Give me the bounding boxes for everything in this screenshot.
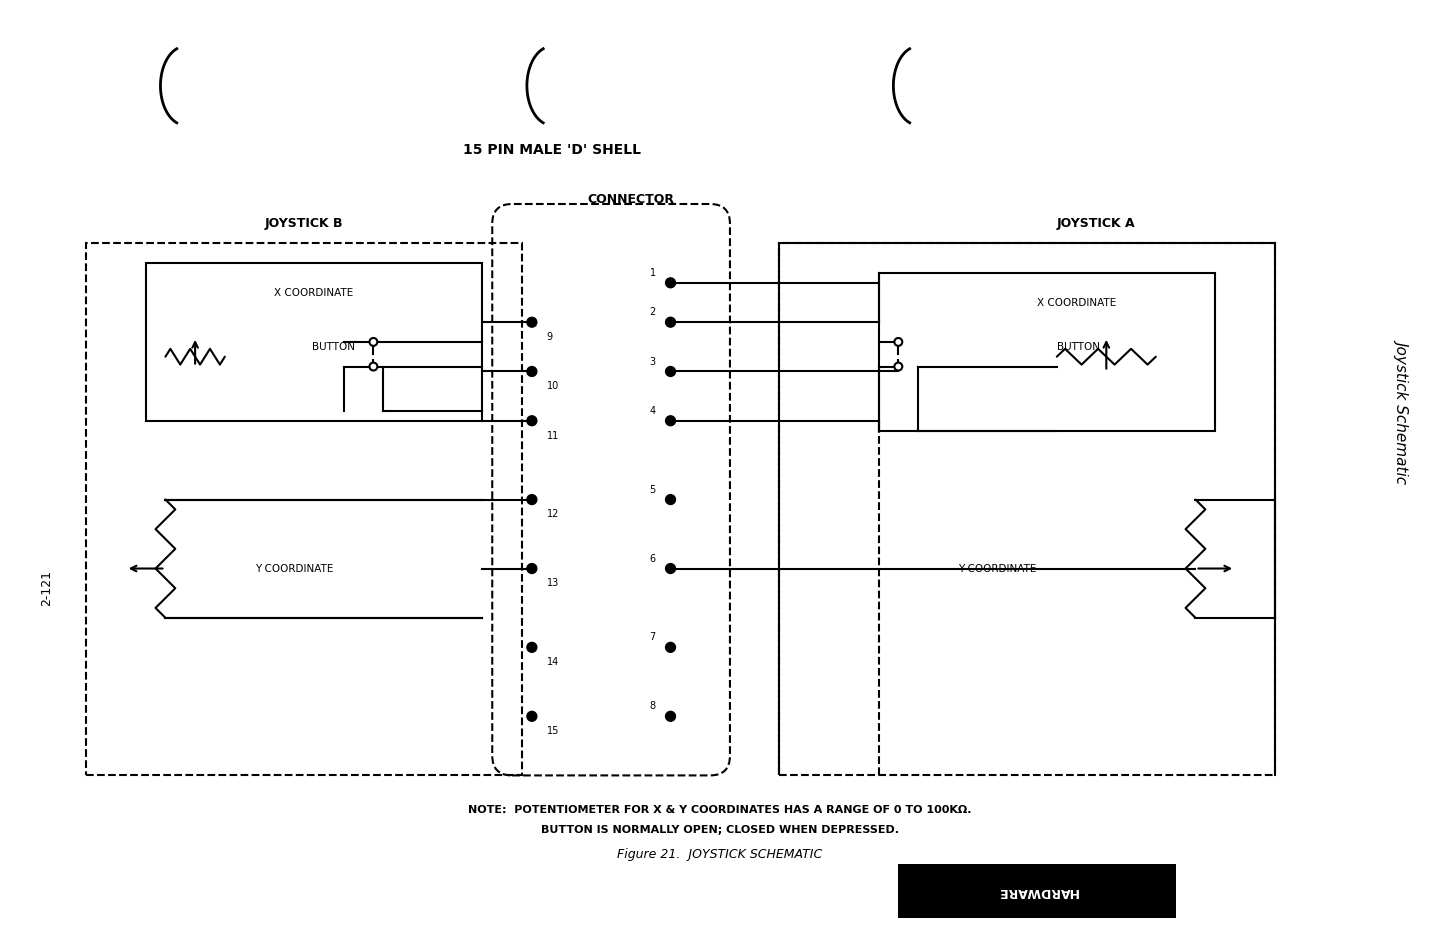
Circle shape <box>666 278 676 288</box>
Text: BUTTON: BUTTON <box>1057 342 1099 352</box>
Circle shape <box>895 338 902 346</box>
Circle shape <box>526 415 536 426</box>
Text: 15 PIN MALE 'D' SHELL: 15 PIN MALE 'D' SHELL <box>463 143 641 157</box>
Circle shape <box>666 415 676 426</box>
Text: JOYSTICK B: JOYSTICK B <box>265 217 344 230</box>
Circle shape <box>666 367 676 376</box>
Text: 4: 4 <box>650 406 655 415</box>
Text: HARDWARE: HARDWARE <box>996 885 1077 899</box>
Circle shape <box>526 564 536 573</box>
Text: Y COORDINATE: Y COORDINATE <box>958 563 1037 573</box>
Circle shape <box>526 712 536 721</box>
Circle shape <box>526 318 536 327</box>
Text: 11: 11 <box>547 431 558 441</box>
Text: Joystick Schematic: Joystick Schematic <box>1396 339 1411 482</box>
Text: 6: 6 <box>650 554 655 564</box>
Text: NOTE:  POTENTIOMETER FOR X & Y COORDINATES HAS A RANGE OF 0 TO 100KΩ.: NOTE: POTENTIOMETER FOR X & Y COORDINATE… <box>468 805 972 815</box>
Circle shape <box>666 494 676 505</box>
Text: 14: 14 <box>547 657 558 667</box>
Circle shape <box>526 367 536 376</box>
Circle shape <box>526 494 536 505</box>
Text: 5: 5 <box>650 485 655 494</box>
Text: 12: 12 <box>547 509 560 519</box>
Text: BUTTON: BUTTON <box>312 342 355 352</box>
Circle shape <box>666 318 676 327</box>
Text: 1: 1 <box>650 268 655 278</box>
Text: 3: 3 <box>650 356 655 367</box>
Text: X COORDINATE: X COORDINATE <box>274 288 354 298</box>
Text: BUTTON IS NORMALLY OPEN; CLOSED WHEN DEPRESSED.: BUTTON IS NORMALLY OPEN; CLOSED WHEN DEP… <box>541 824 899 835</box>
Text: X COORDINATE: X COORDINATE <box>1037 298 1116 307</box>
Circle shape <box>666 642 676 652</box>
Text: Figure 21.  JOYSTICK SCHEMATIC: Figure 21. JOYSTICK SCHEMATIC <box>618 848 822 861</box>
Circle shape <box>526 642 536 652</box>
Circle shape <box>895 363 902 370</box>
Text: 13: 13 <box>547 578 558 588</box>
Text: CONNECTOR: CONNECTOR <box>587 193 674 206</box>
Text: JOYSTICK A: JOYSTICK A <box>1057 217 1135 230</box>
Bar <box>899 864 1176 918</box>
Circle shape <box>370 363 377 370</box>
Circle shape <box>666 712 676 721</box>
Circle shape <box>370 338 377 346</box>
Text: 15: 15 <box>547 726 560 736</box>
Text: 10: 10 <box>547 382 558 391</box>
Text: 9: 9 <box>547 332 552 342</box>
Text: 7: 7 <box>650 633 655 642</box>
Text: 8: 8 <box>650 701 655 712</box>
Text: 2: 2 <box>650 307 655 318</box>
Circle shape <box>666 564 676 573</box>
Text: 2-121: 2-121 <box>41 571 54 606</box>
Text: Y COORDINATE: Y COORDINATE <box>255 563 334 573</box>
